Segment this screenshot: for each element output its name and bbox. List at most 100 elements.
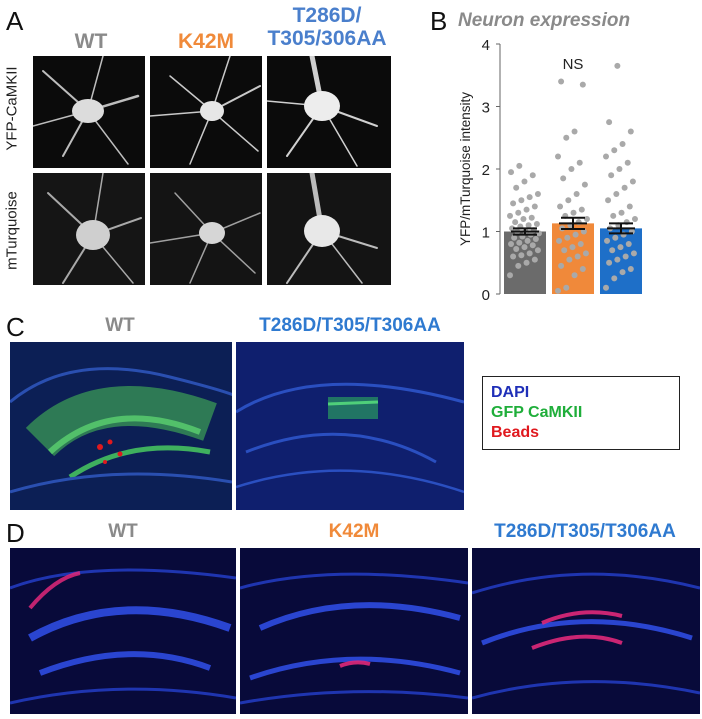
panel-d-letter: D — [6, 518, 25, 548]
data-point — [520, 216, 527, 222]
panel-a-col-label-wt: WT — [74, 30, 108, 53]
data-point — [532, 236, 539, 242]
data-point — [526, 250, 533, 257]
data-point — [617, 244, 624, 251]
data-point — [627, 128, 634, 135]
data-point — [604, 237, 611, 244]
y-tick-label: 0 — [482, 287, 490, 304]
micrograph-t286d-mturquoise — [267, 173, 391, 285]
neuron-expression-chart: 0 1 2 3 4 YFP/mTurquoise intensity NS — [458, 37, 642, 304]
data-point — [563, 134, 570, 141]
data-point — [526, 194, 533, 201]
legend-beads: Beads — [491, 424, 540, 441]
panel-d-label-t286d: T286D/T305/T306AA — [494, 521, 676, 542]
data-point — [630, 250, 637, 257]
data-point — [570, 209, 577, 216]
data-point — [555, 287, 561, 294]
data-point — [616, 166, 623, 172]
data-point — [603, 284, 609, 291]
micrograph-wt-mturquoise — [33, 173, 145, 285]
data-point — [568, 166, 575, 172]
data-point — [621, 184, 628, 191]
panel-d-label-k42m: K42M — [328, 521, 380, 542]
data-point — [566, 256, 573, 263]
data-point — [507, 272, 513, 279]
data-point — [509, 225, 516, 232]
data-point — [565, 197, 572, 204]
data-point — [619, 269, 626, 276]
data-point — [612, 234, 619, 241]
y-tick-label: 4 — [482, 37, 490, 54]
data-point — [624, 159, 631, 166]
data-point — [563, 284, 570, 291]
data-point — [614, 256, 621, 263]
data-point — [529, 242, 536, 249]
data-point — [531, 203, 538, 210]
data-point — [521, 178, 528, 185]
data-point — [525, 222, 532, 229]
micrograph-wt-yfp — [33, 56, 145, 168]
micrograph-t286d-yfp — [267, 56, 391, 168]
panel-c-letter: C — [6, 312, 25, 342]
data-point — [611, 147, 618, 154]
data-point — [583, 216, 590, 222]
data-point — [629, 178, 636, 185]
data-point — [622, 253, 629, 260]
y-axis-label: YFP/mTurquoise intensity — [458, 92, 473, 246]
data-point — [556, 237, 563, 244]
hippocampus-image-d-t286d — [472, 548, 700, 714]
panel-c-label-t286d: T286D/T305/T306AA — [259, 315, 441, 336]
data-point — [613, 191, 620, 197]
data-point — [511, 234, 518, 241]
data-point — [533, 221, 540, 227]
data-point — [626, 203, 633, 210]
legend-dapi: DAPI — [491, 384, 530, 401]
panel-b-letter: B — [430, 6, 448, 36]
hippocampus-image-wt — [10, 342, 232, 510]
data-point — [512, 219, 519, 226]
data-point — [523, 259, 530, 266]
data-point — [627, 266, 634, 272]
data-point — [569, 244, 576, 251]
data-point — [561, 247, 568, 254]
data-point — [574, 253, 581, 260]
data-point — [510, 200, 517, 207]
data-point — [581, 181, 588, 188]
data-point — [521, 244, 528, 251]
data-point — [513, 246, 520, 252]
data-point — [576, 159, 583, 166]
y-tick-label: 2 — [482, 162, 490, 179]
panel-a-col-label-t286d: T286D/ T305/306AA — [267, 4, 387, 51]
data-point — [528, 214, 535, 221]
data-point — [508, 241, 515, 247]
data-point — [577, 241, 584, 247]
data-point — [516, 162, 523, 169]
data-point — [508, 169, 515, 176]
data-point — [515, 262, 522, 269]
data-point — [579, 266, 586, 272]
panel-a-row-label-mturquoise: mTurquoise — [3, 191, 21, 270]
data-point — [614, 62, 621, 69]
data-point — [516, 239, 523, 246]
panel-d-label-wt: WT — [108, 521, 138, 542]
data-point — [524, 237, 531, 244]
data-point — [564, 234, 571, 241]
data-point — [557, 203, 564, 210]
chart-title: Neuron expression — [458, 10, 631, 31]
data-point — [603, 153, 609, 160]
hippocampus-image-d-wt — [10, 548, 236, 714]
data-point — [619, 141, 626, 147]
channel-legend: DAPI GFP CaMKII Beads — [482, 376, 680, 450]
hippocampus-image-t286d — [236, 342, 464, 510]
hippocampus-image-d-k42m — [240, 548, 468, 714]
data-point — [573, 191, 580, 197]
data-point — [618, 209, 625, 216]
data-point — [605, 197, 612, 204]
panel-a-letter: A — [6, 6, 24, 36]
data-point — [606, 119, 613, 126]
data-point — [558, 262, 565, 269]
data-point — [558, 78, 565, 85]
data-point — [606, 259, 613, 266]
data-point — [631, 216, 638, 222]
data-point — [507, 212, 513, 219]
